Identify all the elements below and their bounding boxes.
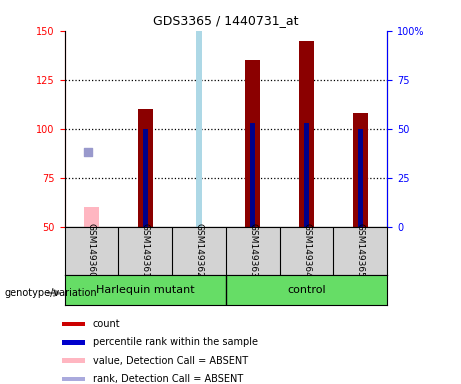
Text: Harlequin mutant: Harlequin mutant <box>96 285 195 295</box>
Bar <box>138 109 153 227</box>
Text: GSM149360: GSM149360 <box>87 223 96 278</box>
Text: count: count <box>93 319 120 329</box>
Text: percentile rank within the sample: percentile rank within the sample <box>93 338 258 348</box>
Text: GSM149362: GSM149362 <box>195 223 203 278</box>
Bar <box>250 123 255 227</box>
Bar <box>62 340 85 344</box>
Bar <box>62 359 85 363</box>
Bar <box>84 207 99 227</box>
Bar <box>142 129 148 227</box>
Bar <box>62 377 85 381</box>
Text: GSM149361: GSM149361 <box>141 223 150 278</box>
Text: GSM149365: GSM149365 <box>356 223 365 278</box>
Bar <box>62 322 85 326</box>
Bar <box>358 129 363 227</box>
Bar <box>299 41 314 227</box>
Bar <box>196 21 201 227</box>
Bar <box>353 113 368 227</box>
Text: GSM149363: GSM149363 <box>248 223 257 278</box>
Bar <box>304 123 309 227</box>
Text: GSM149364: GSM149364 <box>302 223 311 278</box>
Title: GDS3365 / 1440731_at: GDS3365 / 1440731_at <box>153 14 299 27</box>
Text: value, Detection Call = ABSENT: value, Detection Call = ABSENT <box>93 356 248 366</box>
Text: rank, Detection Call = ABSENT: rank, Detection Call = ABSENT <box>93 374 243 384</box>
Bar <box>245 60 260 227</box>
Text: genotype/variation: genotype/variation <box>5 288 97 298</box>
Text: control: control <box>287 285 326 295</box>
Point <box>84 149 91 155</box>
